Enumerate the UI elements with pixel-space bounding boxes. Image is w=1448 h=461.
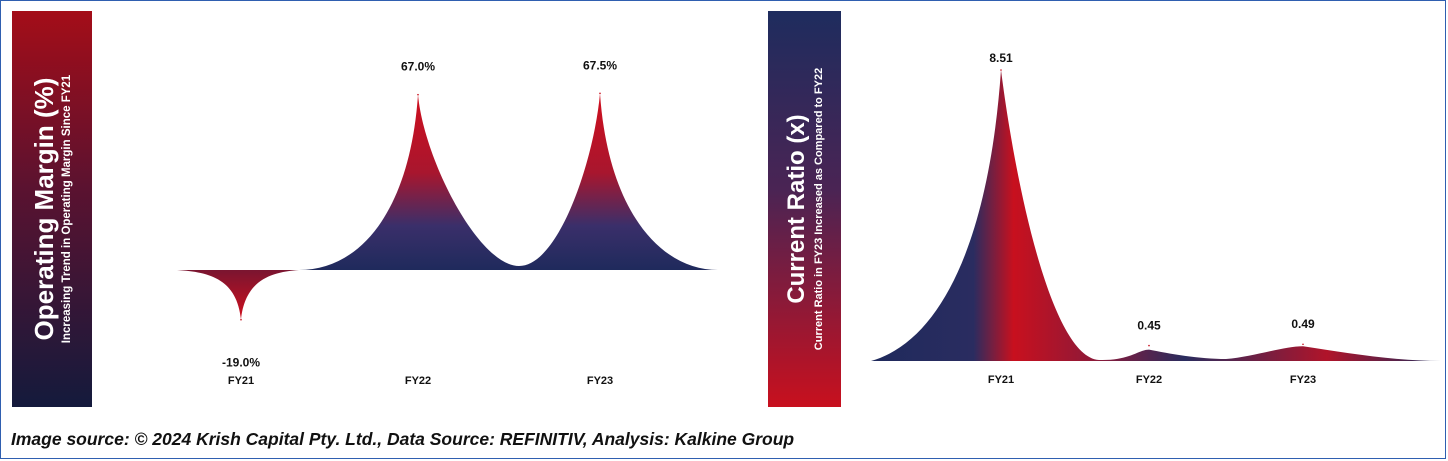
- data-point-fy23: [1302, 343, 1304, 346]
- x-tick-label-fy21: FY21: [988, 374, 1014, 386]
- series-area-positive: [299, 93, 718, 270]
- data-point-fy22: [417, 93, 419, 96]
- current-ratio-chart: 8.51 FY21 0.45 FY22 0.49 FY23: [871, 51, 1441, 386]
- data-label-fy22: 0.45: [1137, 319, 1161, 333]
- data-label-fy23: 0.49: [1291, 317, 1315, 331]
- image-source-caption: Image source: © 2024 Krish Capital Pty. …: [11, 429, 795, 449]
- data-label-fy21: -19.0%: [222, 356, 260, 370]
- operating-margin-chart: -19.0% FY21 67.0% FY22 67.5% FY23: [177, 58, 718, 387]
- series-area-negative: [177, 270, 299, 320]
- x-tick-label-fy23: FY23: [1290, 374, 1316, 386]
- x-tick-label-fy22: FY22: [405, 375, 431, 387]
- data-point-fy23: [599, 92, 601, 95]
- data-point-fy21: [240, 318, 242, 321]
- x-tick-label-fy21: FY21: [228, 375, 254, 387]
- x-tick-label-fy22: FY22: [1136, 374, 1162, 386]
- data-label-fy23: 67.5%: [583, 58, 617, 72]
- x-tick-label-fy23: FY23: [587, 375, 613, 387]
- series-area: [871, 70, 1441, 361]
- data-point-fy21: [1000, 69, 1002, 71]
- data-label-fy22: 67.0%: [401, 60, 435, 74]
- data-label-fy21: 8.51: [989, 51, 1013, 65]
- operating-margin-title-banner: Operating Margin (%) Increasing Trend in…: [12, 11, 92, 407]
- current-ratio-title-banner: Current Ratio (x) Current Ratio in FY23 …: [768, 11, 841, 407]
- data-point-fy22: [1148, 344, 1150, 347]
